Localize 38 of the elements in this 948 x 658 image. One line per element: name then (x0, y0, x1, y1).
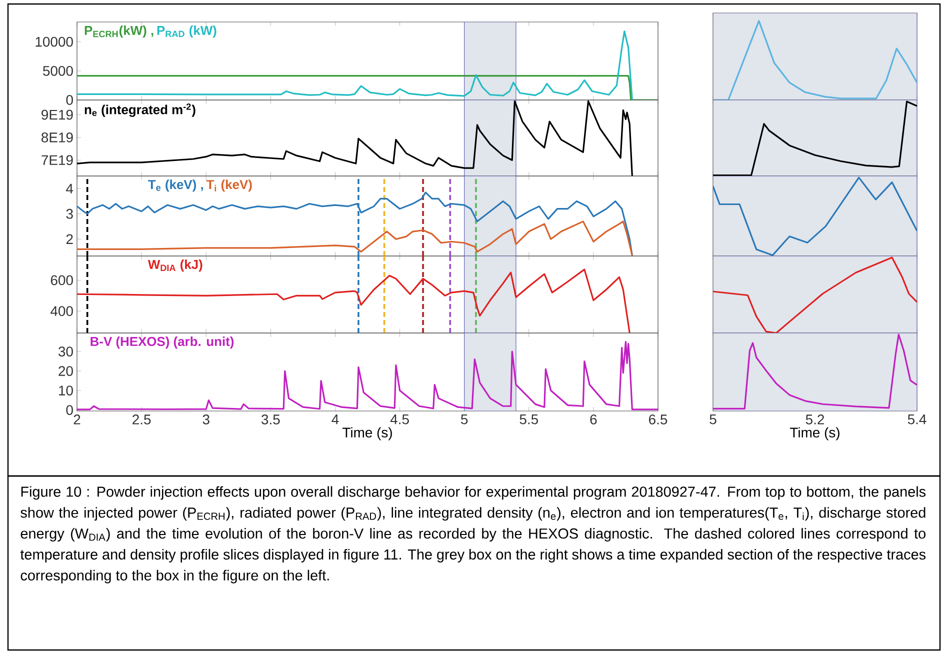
x-axis-title: Time (s) (790, 427, 840, 440)
x-tick-label: 6.5 (649, 414, 668, 424)
x-tick-label: 6 (590, 414, 597, 424)
x-tick-label: 2.5 (132, 414, 151, 424)
y-tick-label: 2 (66, 234, 73, 244)
text: n$_{e}$ (integrated m$^{-2}$) (84, 103, 196, 117)
y-tick-label: 10000 (36, 36, 73, 47)
y-tick-label: 0 (66, 95, 73, 105)
x-tick-label: 2 (74, 414, 80, 424)
x-axis-title: Time (s) (342, 427, 392, 440)
x-tick-label: 4 (332, 414, 339, 424)
text: Figure 10 : Powder injection effects upon overall discharge behavior for experimental program 20180927-47. From top to bottom, the panels show the injected power (P$_{ECRH}$), radiated power (P$_{RAD}$), line integrated density (n$_{e}$), electron and ion temperatures(T$_{e}$, T$_{i}$), discharge stored energy (W$_{DIA}$) and the time evolution of the boron-V line as recorded by the HEXOS diagnostic. The dashed colored lines correspond to temperature and density profile slices displayed in figure 11. The grey box on the right shows a time expanded section of the respective traces corresponding to the box in the figure on the left. (20, 486, 926, 584)
x-tick-label: 3 (202, 414, 210, 424)
y-tick-label: 5000 (43, 66, 73, 76)
x-tick-label: 5.5 (520, 414, 538, 424)
y-tick-label: 600 (50, 275, 73, 286)
x-tick-label: 5 (461, 414, 468, 424)
y-tick-label: 7E19 (42, 155, 73, 166)
text: P$_{ECRH}$(kW) , (84, 26, 154, 38)
y-tick-label: 8E19 (42, 132, 73, 142)
y-tick-label: 10 (59, 386, 73, 396)
y-tick-label: 20 (58, 366, 73, 376)
y-tick-label: 30 (58, 346, 73, 356)
series-label: W$_{DIA}$ (kJ) (148, 260, 202, 272)
x-tick-label: 5.2 (806, 414, 824, 424)
x-tick-label: 3.5 (262, 414, 280, 424)
text: P$_{RAD}$ (kW) (157, 26, 216, 38)
y-tick-label: 3 (66, 208, 73, 219)
y-tick-label: 0 (66, 405, 73, 415)
x-tick-label: 4.5 (390, 414, 409, 424)
series-label: T$_{e}$ (keV) , (148, 180, 203, 192)
text: B-V (HEXOS) (arb. unit) (90, 336, 234, 349)
x-tick-label: 5 (710, 414, 716, 424)
y-tick-label: 4 (66, 184, 74, 194)
x-tick-label: 5.4 (908, 414, 926, 424)
y-tick-label: 9E19 (42, 110, 73, 120)
y-tick-label: 400 (50, 306, 73, 316)
text: T$_{i}$ (keV) (206, 180, 252, 192)
